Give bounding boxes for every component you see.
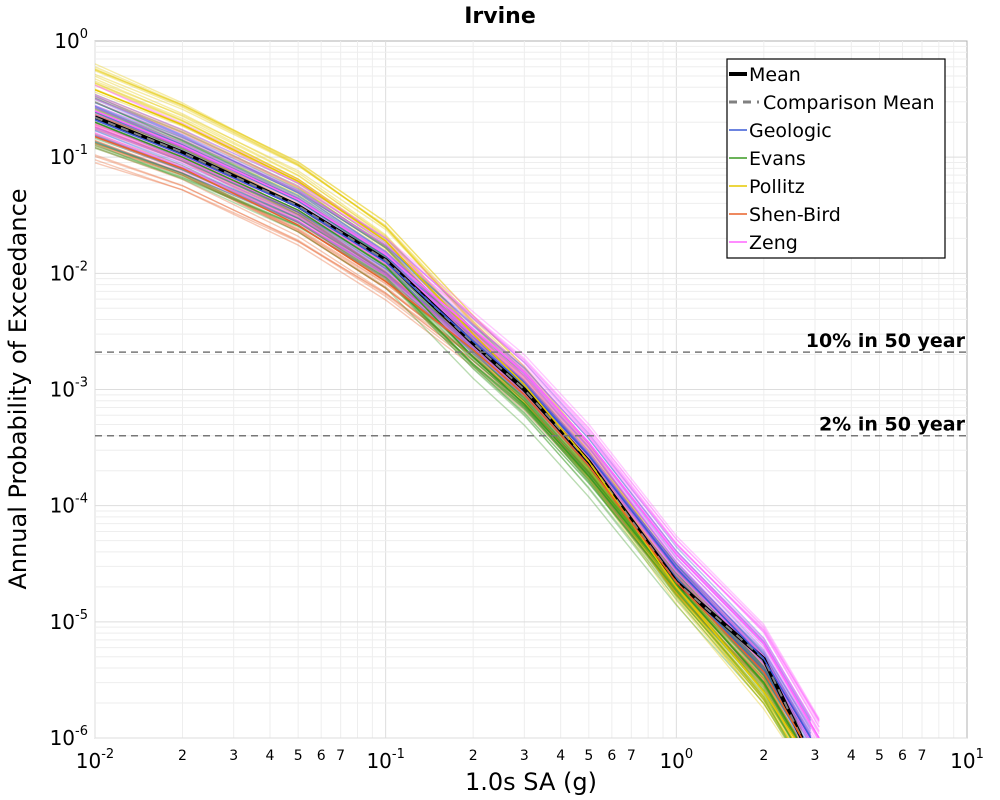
legend: Mean Comparison Mean Geologic Evans Pollitz S… bbox=[726, 58, 946, 259]
x-tick-label: 10-1 bbox=[366, 747, 404, 773]
legend-item: Geologic bbox=[729, 120, 832, 142]
x-minor-tick-label: 2 bbox=[759, 748, 768, 764]
reference-line-label: 10% in 50 year bbox=[806, 330, 966, 352]
series-pollitz bbox=[95, 89, 796, 738]
y-tick-label: 10-1 bbox=[50, 143, 88, 169]
x-minor-tick-label: 6 bbox=[607, 748, 616, 764]
y-tick-label: 100 bbox=[54, 27, 88, 53]
y-axis-label: Annual Probability of Exceedance bbox=[4, 188, 32, 589]
x-minor-tick-label: 4 bbox=[266, 748, 275, 764]
legend-label: Mean bbox=[749, 64, 801, 86]
series-comparison-mean bbox=[95, 116, 803, 738]
x-tick-label: 101 bbox=[950, 747, 984, 773]
x-minor-tick-label: 5 bbox=[584, 748, 593, 764]
x-tick-label: 10-2 bbox=[76, 747, 114, 773]
x-minor-tick-label: 7 bbox=[918, 748, 927, 764]
legend-item: Mean bbox=[729, 64, 801, 86]
legend-label: Pollitz bbox=[749, 176, 805, 198]
x-minor-tick-label: 3 bbox=[520, 748, 529, 764]
x-minor-tick-label: 4 bbox=[847, 748, 856, 764]
y-tick-label: 10-4 bbox=[50, 492, 88, 518]
series-evans bbox=[95, 121, 798, 738]
x-minor-tick-label: 3 bbox=[811, 748, 820, 764]
legend-label: Evans bbox=[749, 148, 806, 170]
y-tick-label: 10-5 bbox=[50, 608, 88, 634]
x-minor-tick-label: 5 bbox=[294, 748, 303, 764]
y-tick-labels: 100 10-1 10-2 10-3 10-4 10-5 10-6 bbox=[50, 27, 88, 750]
reference-lines: 10% in 50 year 2% in 50 year bbox=[95, 330, 967, 437]
series-pollitz-band bbox=[95, 63, 796, 738]
series-shen-bird bbox=[95, 135, 803, 738]
y-tick-label: 10-2 bbox=[50, 259, 88, 285]
legend-item: Pollitz bbox=[729, 176, 805, 198]
series-zeng bbox=[95, 110, 820, 738]
legend-label: Shen-Bird bbox=[749, 204, 841, 226]
curves bbox=[95, 63, 820, 738]
series-geologic bbox=[95, 119, 812, 738]
legend-item: Zeng bbox=[729, 232, 798, 254]
legend-label: Geologic bbox=[749, 120, 832, 142]
x-minor-tick-label: 2 bbox=[178, 748, 187, 764]
x-tick-label: 100 bbox=[659, 747, 693, 773]
x-minor-tick-label: 5 bbox=[875, 748, 884, 764]
chart-title: Irvine bbox=[464, 4, 536, 29]
x-axis-label: 1.0s SA (g) bbox=[465, 768, 597, 796]
x-minor-tick-label: 6 bbox=[317, 748, 326, 764]
x-minor-tick-label: 4 bbox=[556, 748, 565, 764]
legend-label: Comparison Mean bbox=[763, 92, 935, 114]
x-minor-tick-label: 7 bbox=[627, 748, 636, 764]
legend-box bbox=[726, 58, 946, 259]
legend-item: Shen-Bird bbox=[729, 204, 841, 226]
legend-label: Zeng bbox=[749, 232, 798, 254]
y-tick-label: 10-3 bbox=[50, 376, 88, 402]
x-minor-tick-label: 3 bbox=[229, 748, 238, 764]
legend-item: Evans bbox=[729, 148, 806, 170]
x-minor-tick-label: 7 bbox=[336, 748, 345, 764]
x-minor-tick-label: 6 bbox=[898, 748, 907, 764]
reference-line-label: 2% in 50 year bbox=[819, 414, 966, 436]
y-tick-label: 10-6 bbox=[50, 724, 88, 750]
grid bbox=[94, 41, 967, 739]
x-minor-tick-label: 2 bbox=[469, 748, 478, 764]
legend-item: Comparison Mean bbox=[729, 92, 935, 114]
